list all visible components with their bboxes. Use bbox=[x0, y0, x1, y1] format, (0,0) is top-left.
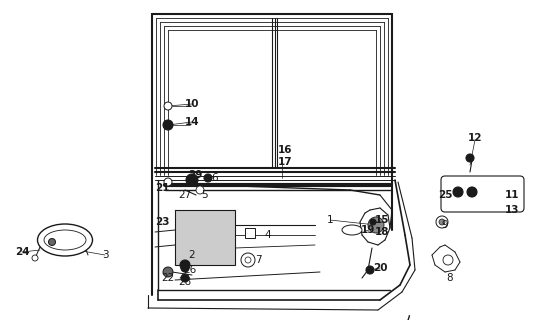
Circle shape bbox=[204, 174, 212, 182]
Text: 6: 6 bbox=[212, 173, 219, 183]
Text: 14: 14 bbox=[185, 117, 199, 127]
Text: 4: 4 bbox=[265, 230, 271, 240]
Ellipse shape bbox=[44, 230, 86, 250]
Circle shape bbox=[439, 219, 445, 225]
Text: 22: 22 bbox=[162, 273, 175, 283]
Circle shape bbox=[368, 217, 384, 233]
FancyBboxPatch shape bbox=[441, 176, 524, 212]
Text: 9: 9 bbox=[442, 220, 448, 230]
Text: 20: 20 bbox=[373, 263, 387, 273]
Text: 17: 17 bbox=[278, 157, 292, 167]
Text: 18: 18 bbox=[375, 227, 389, 237]
Text: 3: 3 bbox=[101, 250, 108, 260]
Text: 16: 16 bbox=[278, 145, 292, 155]
Circle shape bbox=[163, 120, 173, 130]
Text: 5: 5 bbox=[202, 190, 208, 200]
Ellipse shape bbox=[342, 225, 362, 235]
Text: 23: 23 bbox=[155, 217, 169, 227]
Text: 28: 28 bbox=[178, 277, 192, 287]
Circle shape bbox=[181, 274, 189, 282]
Circle shape bbox=[436, 216, 448, 228]
Circle shape bbox=[163, 267, 173, 277]
Text: 15: 15 bbox=[375, 215, 389, 225]
Text: 10: 10 bbox=[185, 99, 199, 109]
Text: 12: 12 bbox=[468, 133, 482, 143]
Text: 25: 25 bbox=[438, 190, 452, 200]
Circle shape bbox=[186, 174, 198, 186]
Circle shape bbox=[32, 255, 38, 261]
Circle shape bbox=[180, 260, 190, 270]
Text: 21: 21 bbox=[155, 183, 169, 193]
Text: 29: 29 bbox=[188, 170, 202, 180]
Circle shape bbox=[181, 264, 189, 272]
FancyBboxPatch shape bbox=[245, 228, 255, 238]
Circle shape bbox=[48, 238, 55, 245]
Circle shape bbox=[164, 178, 172, 186]
Text: 27: 27 bbox=[178, 190, 192, 200]
Text: 8: 8 bbox=[447, 273, 453, 283]
Ellipse shape bbox=[38, 224, 92, 256]
Circle shape bbox=[241, 253, 255, 267]
Circle shape bbox=[196, 186, 204, 194]
Circle shape bbox=[467, 187, 477, 197]
Circle shape bbox=[443, 255, 453, 265]
FancyBboxPatch shape bbox=[175, 210, 235, 265]
Circle shape bbox=[370, 219, 376, 225]
Text: 24: 24 bbox=[14, 247, 30, 257]
Text: 7: 7 bbox=[255, 255, 262, 265]
Text: 19: 19 bbox=[361, 225, 375, 235]
Circle shape bbox=[366, 266, 374, 274]
Text: 1: 1 bbox=[326, 215, 333, 225]
Text: 13: 13 bbox=[505, 205, 519, 215]
Text: 11: 11 bbox=[505, 190, 519, 200]
Text: 2: 2 bbox=[188, 250, 195, 260]
Circle shape bbox=[466, 154, 474, 162]
Circle shape bbox=[164, 102, 172, 110]
Circle shape bbox=[453, 187, 463, 197]
Text: 26: 26 bbox=[183, 265, 197, 275]
Circle shape bbox=[245, 257, 251, 263]
